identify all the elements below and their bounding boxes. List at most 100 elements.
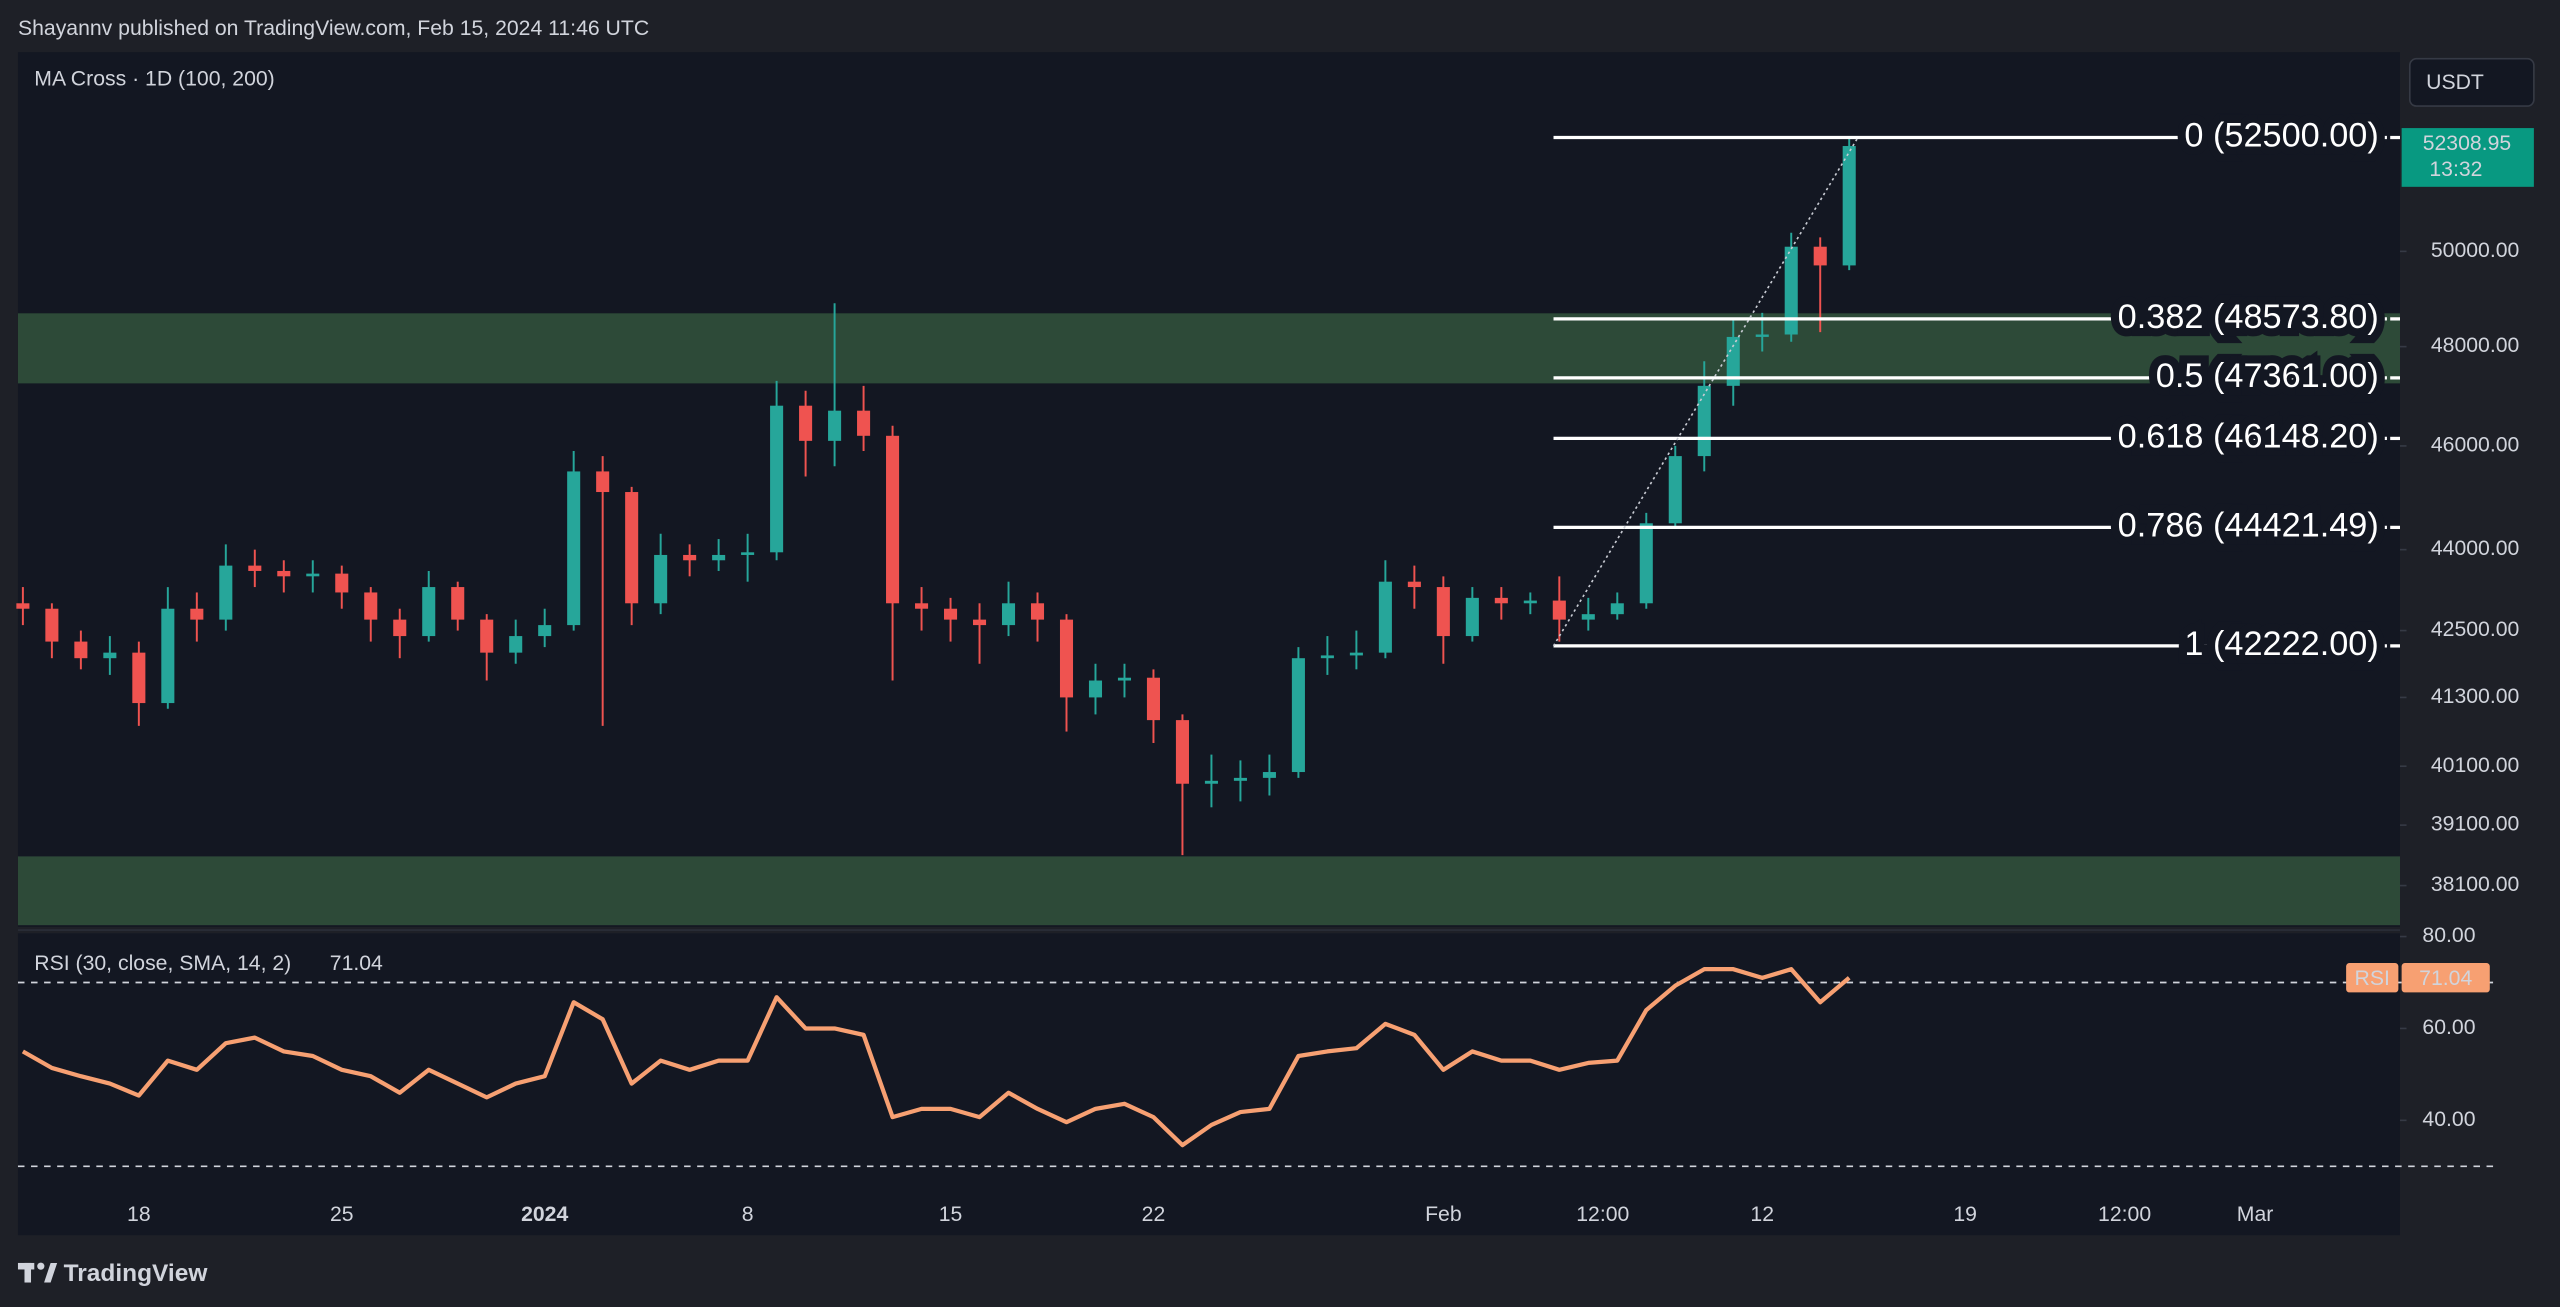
zone: [17, 856, 2400, 926]
candle-body: [1059, 619, 1074, 698]
y-tick-label: 40.00: [2422, 1108, 2475, 1131]
candle-body: [248, 565, 262, 571]
fib-label: 0.382 (48573.80): [2118, 298, 2379, 336]
candle-body: [567, 471, 581, 626]
candle-body: [1581, 614, 1595, 620]
y-tick-label: 60.00: [2422, 1016, 2475, 1039]
fib-label: 0.5 (47361.00): [2156, 357, 2379, 395]
candle-body: [1407, 581, 1421, 588]
fib-label: 0.786 (44421.49): [2118, 506, 2379, 544]
candle-body: [915, 603, 929, 609]
y-tick-label: 41300.00: [2431, 685, 2519, 708]
candle-body: [1523, 600, 1537, 604]
candle-body: [1813, 246, 1827, 266]
y-tick-label: 39100.00: [2431, 813, 2519, 836]
y-tick-label: 44000.00: [2431, 537, 2519, 560]
x-tick-label: 25: [330, 1203, 354, 1226]
candle-body: [393, 619, 407, 637]
candle-body: [1349, 652, 1363, 656]
x-tick-label: Mar: [2237, 1203, 2274, 1226]
candle-body: [422, 587, 436, 637]
candle-body: [886, 435, 900, 604]
candle-body: [480, 619, 494, 653]
x-tick-label: 18: [127, 1203, 151, 1226]
candle-body: [335, 573, 349, 593]
candle-body: [828, 410, 842, 441]
candle-body: [1117, 677, 1132, 681]
rsi-tag-name: RSI: [2355, 967, 2390, 990]
x-tick-label: 8: [742, 1203, 754, 1226]
y-tick-label: 46000.00: [2431, 434, 2519, 457]
candle-body: [509, 636, 523, 653]
candle-body: [277, 570, 291, 577]
candle-body: [1668, 456, 1682, 524]
x-tick-label: 15: [939, 1203, 963, 1226]
candle-body: [1378, 581, 1392, 653]
candle-body: [190, 608, 204, 620]
candle-body: [1146, 677, 1160, 721]
y-tick-label: 42500.00: [2431, 618, 2519, 641]
rsi-tag: [2346, 963, 2399, 993]
currency[interactable]: USDT: [2426, 71, 2484, 94]
candle-body: [132, 652, 146, 704]
candle-body: [1552, 600, 1566, 620]
candle-body: [1088, 680, 1103, 698]
candle-body: [1030, 603, 1045, 620]
candle-body: [1697, 385, 1711, 457]
fib-label: 0.618 (46148.20): [2118, 417, 2379, 455]
fib-label: 0 (52500.00): [2184, 117, 2378, 155]
candle-body: [712, 554, 726, 561]
rsi-line: [21, 967, 1851, 1148]
candle-body: [1755, 334, 1769, 337]
x-tick-label: Feb: [1425, 1203, 1462, 1226]
candle-body: [364, 592, 378, 620]
price-tag-time: 13:32: [2429, 158, 2482, 181]
candle-body: [944, 608, 958, 620]
candle-body: [683, 554, 697, 561]
publisher: Shayannv published on TradingView.com, F…: [18, 17, 649, 40]
candle-body: [1320, 655, 1334, 659]
indicator-title: MA Cross · 1D (100, 200): [34, 68, 274, 91]
candle-body: [1726, 336, 1740, 386]
rsi-pane: [17, 933, 2400, 1236]
currency-button[interactable]: [2408, 57, 2535, 107]
rsi-title: RSI (30, close, SMA, 14, 2): [34, 952, 291, 975]
candle-body: [625, 492, 639, 604]
rsi-tag-box: [2401, 963, 2490, 993]
candle-body: [770, 405, 784, 553]
candle-body: [1291, 658, 1305, 773]
y-tick-label: 38100.00: [2431, 873, 2519, 896]
x-tick-label: 19: [1953, 1203, 1977, 1226]
fib-trend: [1552, 137, 1859, 647]
candle-body: [1175, 720, 1189, 784]
candle-body: [1262, 772, 1276, 778]
candle-body: [103, 652, 117, 659]
brand: TradingView: [64, 1260, 209, 1287]
candle-body: [219, 565, 233, 620]
candle-body: [799, 405, 813, 441]
candle-body: [1204, 780, 1218, 784]
x-tick-label: 12:00: [1576, 1203, 1629, 1226]
candle-body: [857, 410, 871, 436]
candle-body: [538, 625, 552, 637]
candle-body: [1784, 246, 1798, 335]
candle-body: [1610, 603, 1624, 615]
x-tick-label: 12: [1750, 1203, 1774, 1226]
candle-body: [1494, 597, 1508, 604]
candle-body: [74, 641, 88, 659]
candle-body: [654, 554, 668, 604]
candle-body: [1842, 146, 1856, 266]
candle-body: [161, 608, 175, 704]
logo: [17, 1262, 58, 1283]
candle-body: [1465, 597, 1479, 637]
candle-body: [1001, 603, 1016, 626]
price-pane: [17, 52, 2400, 927]
y-tick-label: 40100.00: [2431, 754, 2519, 777]
y-tick-label: 50000.00: [2431, 239, 2519, 262]
candle-body: [1233, 777, 1247, 781]
candle-body: [16, 603, 30, 609]
candle-body: [45, 608, 59, 642]
candle-body: [306, 573, 320, 577]
